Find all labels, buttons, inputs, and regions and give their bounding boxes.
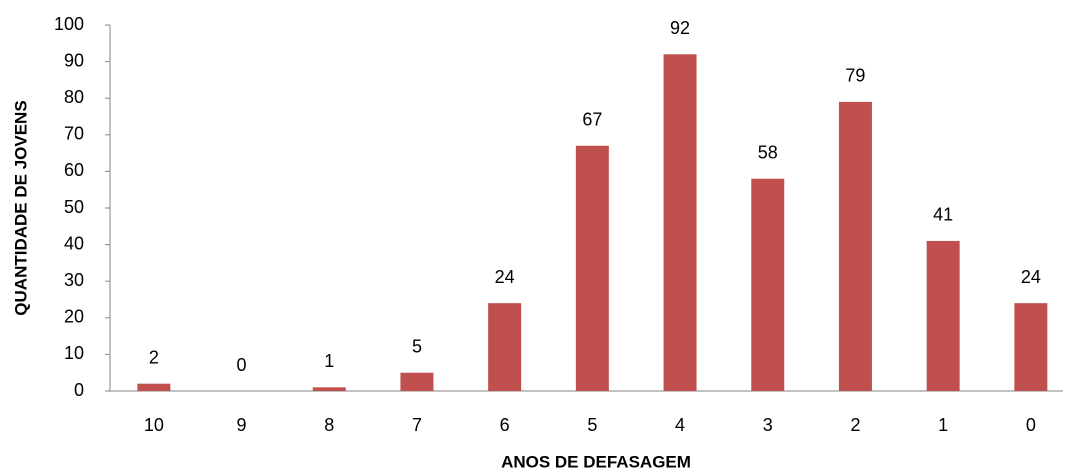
data-label: 1 bbox=[324, 351, 334, 371]
x-tick-label: 9 bbox=[237, 415, 247, 435]
bar bbox=[663, 54, 697, 391]
x-tick-label: 0 bbox=[1026, 415, 1036, 435]
data-label: 0 bbox=[237, 355, 247, 375]
data-label: 2 bbox=[149, 347, 159, 367]
data-label: 92 bbox=[670, 18, 690, 38]
y-tick-label: 0 bbox=[74, 380, 84, 400]
bar bbox=[926, 240, 960, 391]
data-label: 24 bbox=[495, 267, 515, 287]
y-tick-label: 50 bbox=[64, 197, 84, 217]
bar bbox=[575, 145, 609, 391]
y-tick-label: 90 bbox=[64, 50, 84, 70]
bar bbox=[400, 372, 434, 391]
y-tick-label: 20 bbox=[64, 307, 84, 327]
bar bbox=[1014, 303, 1048, 391]
x-tick-label: 10 bbox=[144, 415, 164, 435]
bar bbox=[137, 383, 171, 391]
y-tick-label: 80 bbox=[64, 87, 84, 107]
y-tick-label: 70 bbox=[64, 124, 84, 144]
x-tick-label: 5 bbox=[587, 415, 597, 435]
bar bbox=[838, 101, 872, 392]
y-tick-label: 10 bbox=[64, 343, 84, 363]
y-tick-label: 60 bbox=[64, 160, 84, 180]
y-tick-label: 100 bbox=[54, 14, 84, 34]
x-tick-label: 1 bbox=[938, 415, 948, 435]
y-tick-label: 30 bbox=[64, 270, 84, 290]
data-label: 58 bbox=[758, 142, 778, 162]
y-axis-title: QUANTIDADE DE JOVENS bbox=[11, 100, 30, 315]
x-tick-label: 3 bbox=[763, 415, 773, 435]
x-tick-label: 7 bbox=[412, 415, 422, 435]
x-axis-title: ANOS DE DEFASAGEM bbox=[501, 452, 691, 471]
x-tick-label: 2 bbox=[850, 415, 860, 435]
bar bbox=[488, 303, 522, 391]
x-tick-label: 4 bbox=[675, 415, 685, 435]
x-tick-label: 8 bbox=[324, 415, 334, 435]
data-label: 41 bbox=[933, 205, 953, 225]
x-tick-label: 6 bbox=[500, 415, 510, 435]
data-label: 5 bbox=[412, 336, 422, 356]
bar bbox=[312, 387, 346, 391]
y-tick-label: 40 bbox=[64, 233, 84, 253]
bar bbox=[751, 178, 785, 391]
data-label: 67 bbox=[582, 110, 602, 130]
data-label: 79 bbox=[845, 66, 865, 86]
data-label: 24 bbox=[1021, 267, 1041, 287]
